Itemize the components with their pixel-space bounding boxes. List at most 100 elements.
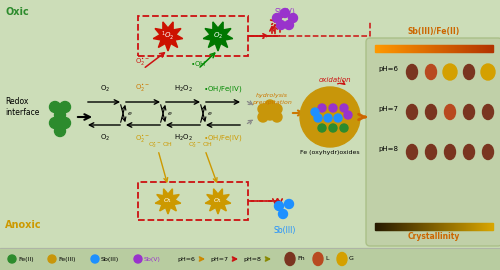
Bar (396, 223, 397, 230)
Circle shape (265, 110, 275, 120)
Bar (410, 45, 411, 52)
Text: O$_2$: O$_2$ (100, 133, 110, 143)
Bar (383, 223, 384, 230)
Polygon shape (153, 22, 183, 51)
Bar (377, 45, 378, 52)
Bar (426, 223, 427, 230)
Bar (453, 45, 454, 52)
Bar (398, 45, 399, 52)
Bar (471, 223, 472, 230)
Bar (389, 45, 390, 52)
Bar (385, 45, 386, 52)
Polygon shape (203, 22, 233, 51)
Bar (426, 45, 427, 52)
Bar (417, 45, 418, 52)
Bar (430, 45, 431, 52)
Bar (486, 45, 487, 52)
Text: $O_1$: $O_1$ (164, 197, 172, 205)
Circle shape (48, 255, 56, 263)
Bar (383, 45, 384, 52)
Bar (390, 45, 391, 52)
Bar (386, 45, 387, 52)
Bar (138, 182, 248, 220)
Bar (391, 223, 392, 230)
Bar (421, 45, 422, 52)
Bar (377, 223, 378, 230)
Text: hydrolysis: hydrolysis (256, 93, 288, 98)
Bar (378, 45, 379, 52)
Bar (439, 45, 440, 52)
Bar (380, 45, 381, 52)
Circle shape (50, 117, 60, 129)
Bar (397, 45, 398, 52)
Bar (388, 223, 389, 230)
Ellipse shape (406, 144, 418, 160)
Bar (393, 45, 394, 52)
Bar (408, 223, 409, 230)
Bar (435, 45, 436, 52)
Bar (436, 223, 437, 230)
Bar (387, 223, 388, 230)
Circle shape (91, 255, 99, 263)
Bar (450, 45, 451, 52)
Bar (382, 45, 383, 52)
Bar (484, 223, 485, 230)
Circle shape (311, 108, 319, 116)
Bar (478, 45, 479, 52)
Bar (461, 45, 462, 52)
Bar (443, 45, 444, 52)
Bar (422, 223, 423, 230)
Bar (487, 45, 488, 52)
Circle shape (340, 104, 348, 112)
Bar (375, 223, 376, 230)
Bar (439, 223, 440, 230)
Bar (414, 45, 415, 52)
Bar (446, 223, 447, 230)
Text: Sb(V): Sb(V) (274, 8, 295, 17)
Bar (417, 223, 418, 230)
Bar (433, 45, 434, 52)
Text: pH=8: pH=8 (243, 256, 261, 262)
Bar (0, 248, 500, 270)
Bar (388, 45, 389, 52)
Bar (447, 45, 448, 52)
Circle shape (314, 114, 322, 122)
Bar (474, 223, 475, 230)
Bar (376, 45, 377, 52)
Circle shape (60, 102, 70, 113)
Bar (476, 223, 477, 230)
Bar (433, 223, 434, 230)
Bar (408, 45, 409, 52)
Bar (485, 45, 486, 52)
Bar (418, 45, 419, 52)
Bar (138, 16, 248, 56)
Text: $\bullet$OH/Fe(IV): $\bullet$OH/Fe(IV) (203, 133, 243, 143)
Text: Fe (oxyhydr)oxides: Fe (oxyhydr)oxides (300, 150, 360, 155)
Text: precipitation: precipitation (252, 100, 292, 105)
Text: H$_2$O$_2$: H$_2$O$_2$ (174, 84, 193, 94)
Bar (384, 223, 385, 230)
Bar (448, 223, 449, 230)
Text: $^1O_2$: $^1O_2$ (161, 30, 175, 42)
Ellipse shape (444, 144, 456, 160)
Ellipse shape (464, 104, 474, 120)
Bar (393, 223, 394, 230)
Bar (475, 45, 476, 52)
Bar (416, 223, 417, 230)
Text: L: L (325, 256, 328, 262)
Text: Redox
interface: Redox interface (5, 97, 40, 117)
Bar (490, 45, 491, 52)
Text: pH=6: pH=6 (177, 256, 195, 262)
Bar (407, 45, 408, 52)
Bar (453, 223, 454, 230)
Bar (469, 223, 470, 230)
Bar (413, 45, 414, 52)
Text: e: e (168, 111, 172, 116)
Bar (404, 223, 405, 230)
Bar (472, 45, 473, 52)
Bar (452, 223, 453, 230)
Text: Fh: Fh (297, 256, 304, 262)
Bar (423, 223, 424, 230)
Bar (411, 45, 412, 52)
Text: O$_2^{\bullet-}$: O$_2^{\bullet-}$ (148, 140, 162, 150)
